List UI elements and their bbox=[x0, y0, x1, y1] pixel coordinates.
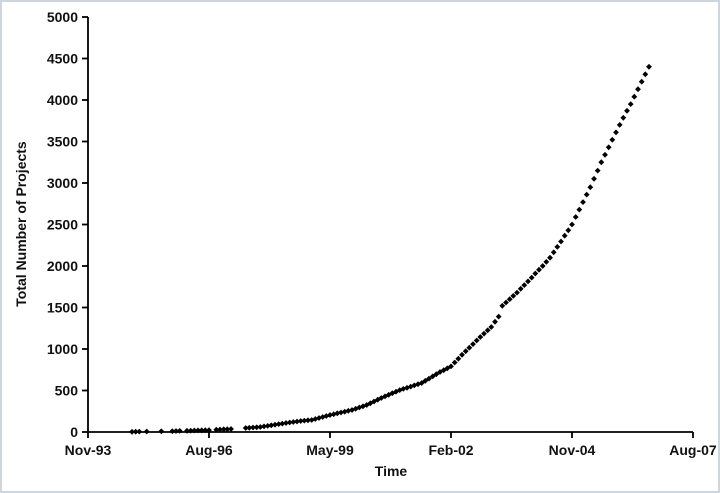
y-tick-label: 1000 bbox=[47, 341, 78, 357]
y-tick-label: 3000 bbox=[47, 175, 78, 191]
axis-lines bbox=[87, 17, 693, 433]
data-points-layer bbox=[129, 63, 652, 435]
y-tick-label: 2500 bbox=[47, 217, 78, 233]
x-tick-label: May-99 bbox=[306, 442, 354, 458]
y-tick-label: 4500 bbox=[47, 51, 78, 67]
y-tick-label: 0 bbox=[70, 424, 78, 440]
scatter-series-diamonds bbox=[129, 63, 652, 435]
x-axis-title: Time bbox=[375, 463, 408, 479]
axes-layer bbox=[87, 17, 693, 433]
tick-labels-layer: 0 500 1000 1500 2000 2500 3000 3500 4000 4500 5000… bbox=[47, 9, 717, 458]
y-axis-title: Total Number of Projects bbox=[13, 141, 29, 307]
y-tick-label: 2000 bbox=[47, 258, 78, 274]
y-tick-label: 3500 bbox=[47, 134, 78, 150]
x-tick-label: Nov-93 bbox=[65, 442, 112, 458]
y-tick-label: 1500 bbox=[47, 300, 78, 316]
y-tick-label: 5000 bbox=[47, 9, 78, 25]
ticks-layer bbox=[82, 16, 694, 438]
y-tick-label: 500 bbox=[55, 383, 79, 399]
x-tick-label: Aug-07 bbox=[669, 442, 717, 458]
y-tick-label: 4000 bbox=[47, 92, 78, 108]
x-tick-label: Aug-96 bbox=[185, 442, 233, 458]
x-tick-label: Feb-02 bbox=[428, 442, 473, 458]
x-tick-label: Nov-04 bbox=[549, 442, 596, 458]
